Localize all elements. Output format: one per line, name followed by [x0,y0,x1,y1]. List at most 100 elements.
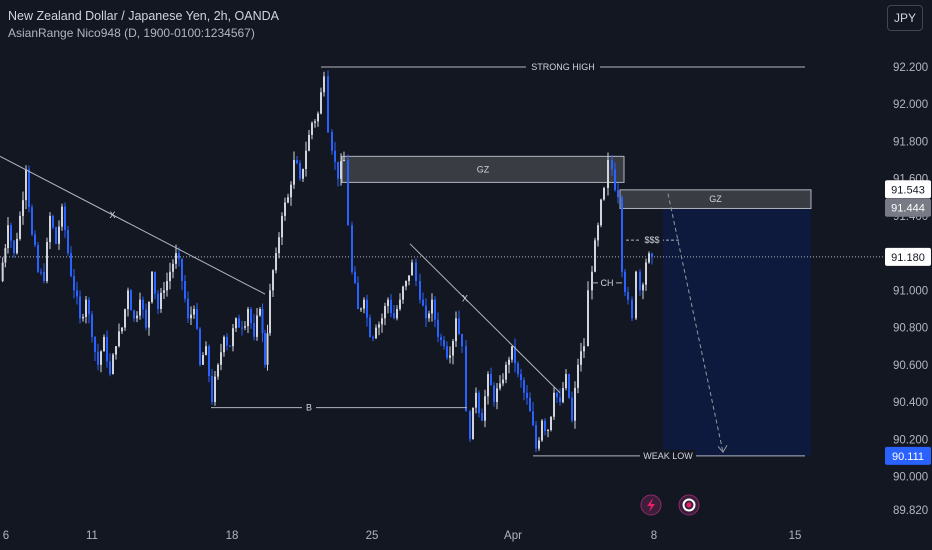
candle-body [360,308,362,310]
candle-body [372,336,374,339]
candle-body [261,308,264,334]
candle-body [591,271,593,291]
candle-body [154,271,156,294]
candle-body [425,305,427,319]
candle-body [645,262,647,285]
candle-body [25,169,27,201]
candle-body [334,150,336,162]
candle-body [384,306,386,319]
currency-button[interactable]: JPY [887,5,923,31]
price-tick-label: 91.800 [893,136,928,148]
candle-body [594,240,596,272]
candle-body [7,225,9,249]
candle-body [151,271,153,303]
candle-body [220,352,222,365]
strong-high-line-label: STRONG HIGH [531,62,595,72]
candle-body [235,318,237,329]
indicator-legend[interactable]: AsianRange Nico948 (D, 1900-0100:1234567… [8,26,255,40]
candle-body [317,113,319,122]
candle-body [211,375,213,403]
candle-body [259,308,261,316]
candle-body [490,374,492,386]
projection-arrowhead [717,445,728,454]
price-label-box [885,180,931,199]
candle-body [49,215,51,243]
candle-body [31,207,33,235]
price-tick-label: 90.000 [893,471,928,483]
candle-body [64,206,66,230]
candle-body [94,336,96,352]
candle-body [290,184,292,198]
candle-body [238,318,240,328]
candle-body [91,314,93,337]
price-label: 91.543 [891,184,925,196]
candle-body [455,318,457,342]
candle-body [34,234,36,245]
candle-body [523,380,525,393]
candle-body [624,271,626,293]
candle-body [320,92,322,114]
candle-body [502,379,504,384]
candle-body [272,270,274,291]
weak-low-line-label: WEAK LOW [643,451,693,461]
candle-body [97,351,99,365]
candle-body [611,160,613,170]
strong-high-line-label-bg [526,61,600,73]
candle-body [621,197,623,272]
candle-body [565,374,567,389]
candle-body [250,308,252,324]
lightning-icon-glyph [647,498,655,512]
candle-body [190,314,192,319]
time-axis: 6 11 18 25 Apr 8 15 [3,530,802,542]
candle-body [449,355,451,358]
candle-body [577,364,579,388]
candlestick-series [1,70,653,453]
candle-body [351,225,353,272]
candle-body [532,411,534,426]
trendline-middle [409,243,561,394]
candle-body [281,215,283,238]
candle-body [499,383,501,389]
candle-body [148,302,150,328]
weak-low-line-label-bg [640,449,696,462]
sss-label: $$$ [644,235,659,245]
candle-body [496,388,498,403]
candle-body [378,324,380,328]
chart-header: New Zealand Dollar / Japanese Yen, 2h, O… [8,8,279,42]
candle-body [607,160,609,188]
candle-body [556,392,558,398]
candle-body [487,374,489,397]
candle-body [82,316,84,319]
candle-body [163,290,165,293]
candle-body [247,308,249,327]
symbol-title[interactable]: New Zealand Dollar / Japanese Yen, 2h, O… [8,9,279,23]
candle-body [614,169,616,191]
candle-body [121,327,123,332]
candle-body [437,319,439,337]
candle-body [46,242,48,282]
ch-label: CH [601,278,614,288]
candle-body [52,215,54,228]
candle-body [550,416,552,430]
time-tick-label: 15 [789,530,802,542]
candle-body [13,240,15,254]
candle-body [199,328,201,365]
candle-body [10,225,12,241]
price-tick-label: 90.800 [893,323,928,335]
candle-body [103,336,105,352]
candle-body [402,286,404,300]
candle-body [284,202,286,216]
candle-body [79,296,81,319]
candle-body [443,340,445,347]
candle-body [118,331,120,347]
candle-body [73,276,75,291]
candle-body [508,359,510,365]
candle-body [587,290,589,347]
candle-body [40,271,42,273]
candle-body [340,161,342,179]
ch-label-bg [598,276,616,289]
gz-box-top-label: GZ [477,164,490,174]
candle-body [133,310,135,319]
candle-body [88,299,90,315]
